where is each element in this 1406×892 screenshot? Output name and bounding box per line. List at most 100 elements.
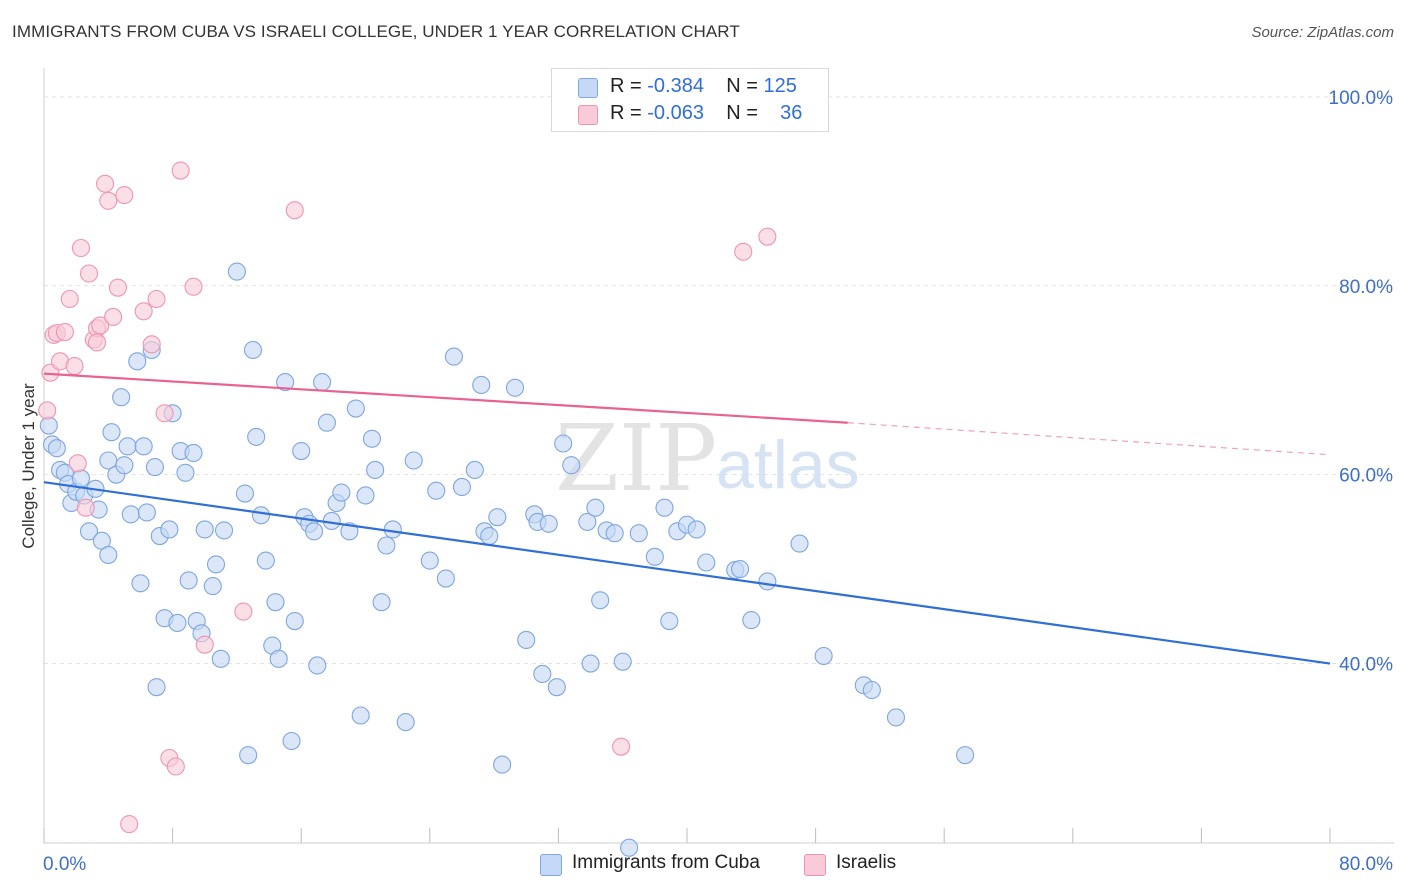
cuba-point: [47, 439, 66, 458]
cuba-point: [620, 838, 639, 857]
cuba-point: [517, 630, 536, 649]
cuba-point: [687, 520, 706, 539]
correlation-legend: R = -0.384 N = 125 R = -0.063 N = 36: [551, 68, 829, 132]
cuba-point: [134, 437, 153, 456]
israelis-point: [68, 454, 87, 473]
israelis-point: [234, 602, 253, 621]
cuba-point: [247, 427, 266, 446]
cuba-point: [758, 572, 777, 591]
series-cuba-points: [39, 262, 975, 857]
n-label: N =: [726, 102, 764, 124]
israelis-point: [285, 201, 304, 220]
israelis-point: [134, 302, 153, 321]
cuba-point: [285, 612, 304, 631]
cuba-point: [578, 512, 597, 531]
cuba-point: [655, 498, 674, 517]
axis-labels: 100.0% 80.0% 60.0% 40.0% 0.0% 80.0% College, U…: [19, 88, 1393, 875]
cuba-point: [251, 506, 271, 525]
cuba-point: [71, 469, 91, 488]
cuba-point: [195, 520, 214, 539]
watermark: ZIP atlas: [555, 405, 860, 512]
cuba-point: [730, 560, 750, 579]
cuba-point: [179, 571, 198, 590]
israelis-point: [96, 174, 115, 193]
cuba-point: [305, 522, 324, 541]
legend-label-cuba: R = -0.384 N = 125: [610, 75, 797, 98]
cuba-point: [404, 451, 423, 470]
cuba-point: [332, 483, 351, 502]
bottom-legend-swatch-blue: [540, 854, 562, 876]
n-label: N =: [726, 75, 764, 97]
cuba-point: [533, 664, 552, 683]
cuba-point: [266, 593, 285, 612]
chart-source: Source: ZipAtlas.com: [1251, 24, 1394, 41]
israelis-point: [108, 278, 127, 297]
cuba-point: [115, 456, 134, 475]
cuba-point: [256, 551, 275, 570]
cuba-point: [145, 458, 164, 477]
israelis-point: [38, 401, 57, 420]
cuba-point: [420, 551, 439, 570]
cuba-point: [118, 437, 137, 456]
bottom-legend-label-cuba: Immigrants from Cuba: [572, 852, 760, 873]
israelis-point: [87, 333, 107, 352]
cuba-point: [239, 746, 258, 765]
cuba-point: [493, 755, 512, 774]
cuba-point: [377, 536, 396, 555]
israelis-trend-extension: [847, 422, 1331, 456]
israelis-trend-line: [43, 372, 848, 424]
grid-lines: [44, 96, 1394, 665]
watermark-atlas: atlas: [716, 427, 860, 503]
israelis-point: [71, 238, 91, 258]
cuba-point: [396, 713, 415, 732]
israelis-point: [120, 815, 139, 834]
n-value: 36: [780, 102, 803, 124]
cuba-point: [586, 498, 605, 517]
cuba-point: [203, 577, 222, 596]
israelis-point: [65, 357, 84, 376]
cuba-point: [313, 373, 332, 392]
cuba-point: [562, 456, 581, 475]
israelis-point: [79, 264, 99, 283]
r-value: -0.063: [647, 102, 704, 124]
israelis-point: [734, 242, 753, 261]
cuba-point: [99, 545, 118, 564]
legend-swatch-blue: [578, 78, 598, 98]
israelis-point: [147, 289, 166, 309]
cuba-point: [444, 347, 463, 366]
cuba-point: [131, 574, 150, 593]
watermark-zip: ZIP: [555, 405, 717, 512]
cuba-point: [168, 613, 187, 632]
cuba-point: [862, 680, 881, 700]
bottom-legend-label-israelis: Israelis: [836, 852, 897, 873]
cuba-point: [472, 375, 491, 394]
israelis-point: [55, 323, 74, 342]
cuba-point: [211, 649, 230, 668]
cuba-point: [282, 731, 301, 751]
cuba-point: [137, 503, 156, 522]
cuba-point: [206, 555, 226, 574]
y-axis-title: College, Under 1 year: [19, 383, 38, 549]
israelis-point: [612, 737, 631, 756]
bottom-legend-swatch-pink: [804, 854, 826, 876]
cuba-point: [79, 522, 99, 541]
cuba-point: [427, 481, 446, 500]
cuba-point: [308, 656, 327, 675]
israelis-point: [171, 161, 190, 180]
y-tick-label: 40.0%: [1339, 655, 1393, 676]
y-tick-label: 60.0%: [1339, 466, 1393, 487]
cuba-point: [790, 534, 809, 553]
cuba-point: [605, 524, 624, 543]
cuba-point: [128, 352, 147, 371]
cuba-point: [372, 593, 391, 612]
cuba-point: [102, 423, 121, 442]
n-value: 125: [763, 75, 797, 97]
cuba-point: [465, 460, 484, 479]
r-label: R =: [610, 75, 648, 97]
cuba-point: [539, 514, 558, 533]
cuba-point: [547, 678, 566, 697]
cuba-point: [814, 646, 833, 666]
israelis-point: [60, 289, 79, 309]
israelis-point: [142, 335, 161, 354]
